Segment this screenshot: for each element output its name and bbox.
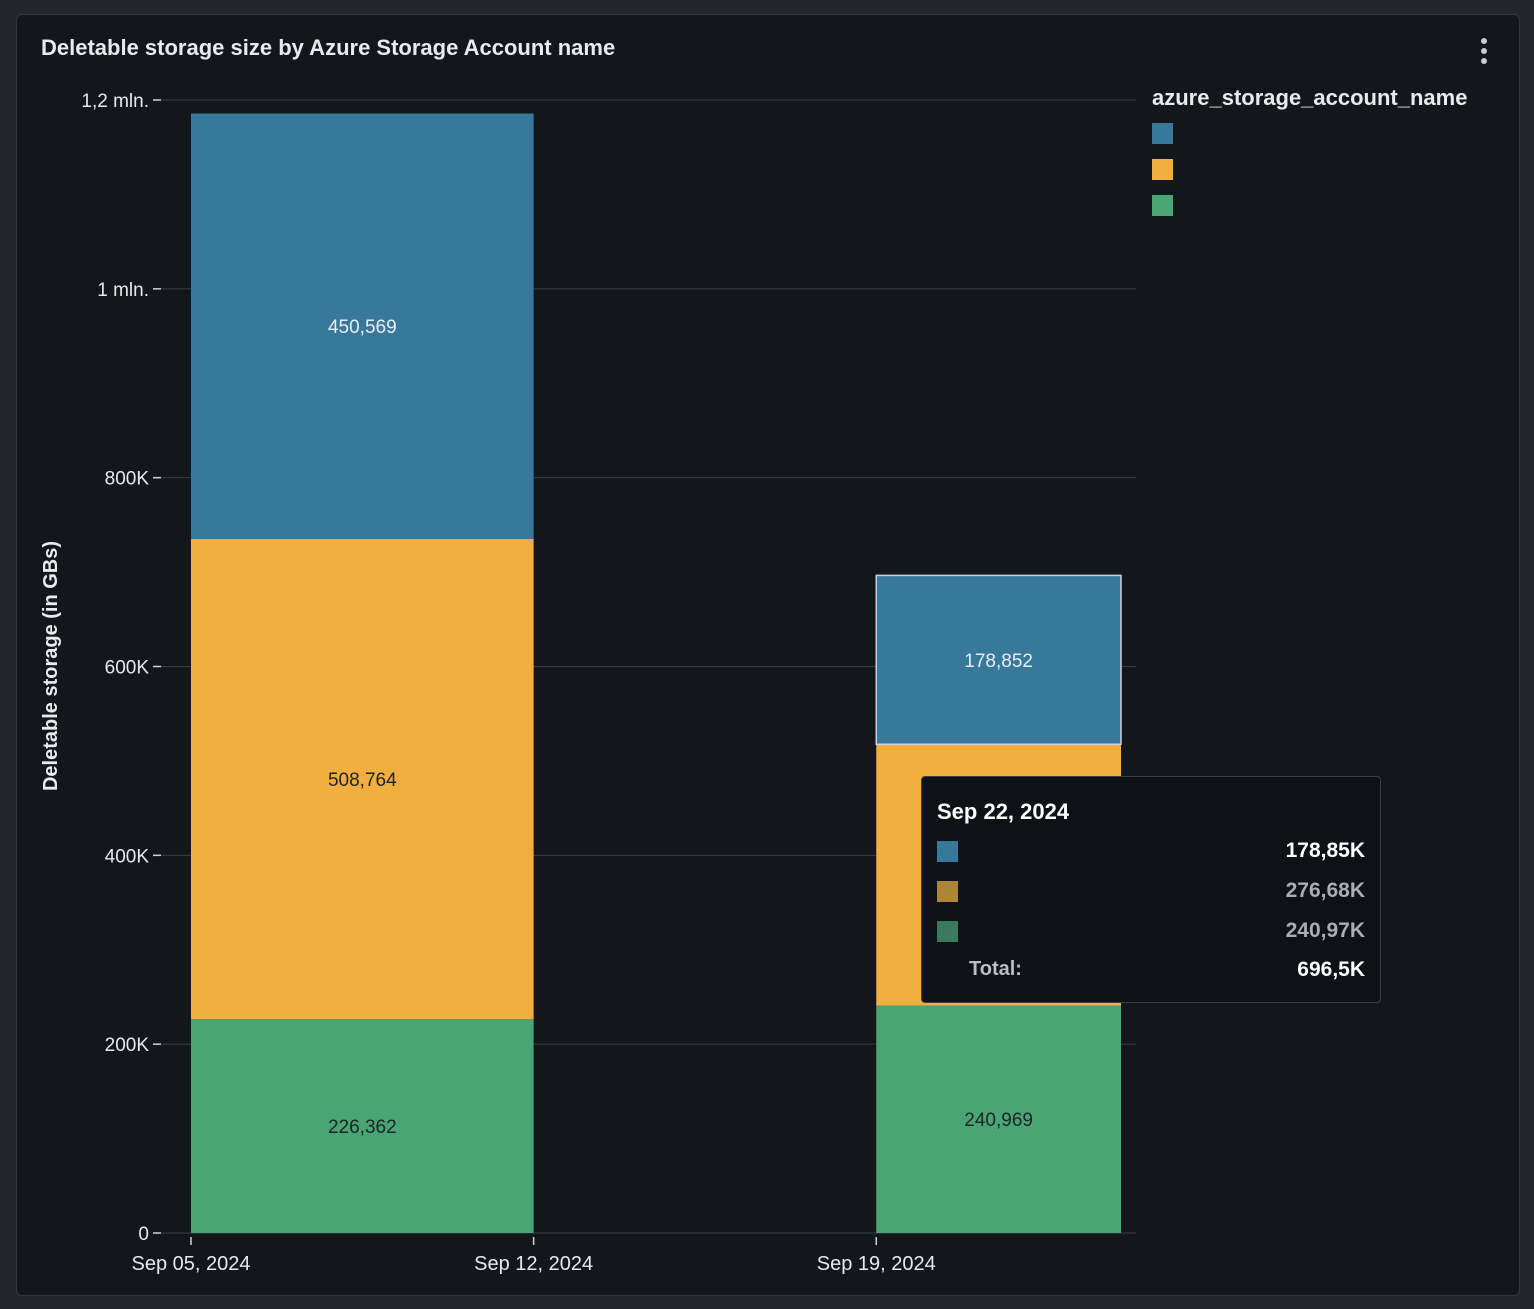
- hover-tooltip: Sep 22, 2024 178,85K 276,68K 240,97K Tot…: [921, 776, 1381, 1003]
- legend: azure_storage_account_name: [1152, 85, 1512, 231]
- legend-swatch-icon: [1152, 159, 1173, 180]
- y-tick-label: 400K: [105, 846, 150, 867]
- legend-title: azure_storage_account_name: [1152, 85, 1468, 110]
- tooltip-row: 240,97K: [937, 919, 1365, 943]
- bar-segment: [191, 538, 534, 1020]
- y-tick-label: 200K: [105, 1035, 150, 1056]
- tooltip-swatch-icon: [937, 881, 958, 902]
- bar-value-label: 226,362: [328, 1117, 397, 1138]
- tooltip-total-row: Total: 696,5K: [937, 958, 1365, 982]
- tooltip-value: 240,97K: [1285, 919, 1365, 942]
- tooltip-swatch-icon: [937, 841, 958, 862]
- bar-segment: [876, 1005, 1121, 1233]
- tooltip-row: 276,68K: [937, 879, 1365, 903]
- bar-value-label: 450,569: [328, 317, 397, 338]
- x-tick-label: Sep 19, 2024: [817, 1253, 936, 1275]
- bar-segment: [191, 1019, 534, 1233]
- y-tick-label: 600K: [105, 658, 150, 679]
- x-tick-label: Sep 05, 2024: [132, 1253, 251, 1275]
- tooltip-value: 178,85K: [1285, 839, 1365, 862]
- bar-segment: [875, 574, 1122, 746]
- stacked-bar-chart: 0 200K 400K 600K 800K 1 mln. 1,2 mln. Sep 05, 2…: [40, 91, 1136, 1275]
- legend-item[interactable]: [1152, 159, 1512, 195]
- bar-value-label: 178,852: [964, 651, 1033, 672]
- tooltip-total-label: Total:: [969, 958, 1022, 980]
- y-tick-label: 1,2 mln.: [81, 91, 149, 112]
- tooltip-swatch-icon: [937, 921, 958, 942]
- bar-segment: [191, 113, 534, 539]
- legend-swatch-icon: [1152, 123, 1173, 144]
- tooltip-row: 178,85K: [937, 839, 1365, 863]
- panel-title: Deletable storage size by Azure Storage …: [41, 35, 616, 60]
- bar-value-label: 240,969: [964, 1110, 1033, 1131]
- tooltip-value: 276,68K: [1285, 879, 1365, 902]
- y-tick-label: 800K: [105, 469, 150, 490]
- y-tick-label: 1 mln.: [97, 280, 149, 301]
- y-axis-title: Deletable storage (in GBs): [40, 541, 62, 791]
- legend-item[interactable]: [1152, 123, 1512, 159]
- kebab-menu-icon[interactable]: [1475, 36, 1493, 66]
- legend-swatch-icon: [1152, 195, 1173, 216]
- tooltip-total-value: 696,5K: [1297, 958, 1365, 981]
- y-tick-label: 0: [138, 1224, 149, 1245]
- x-tick-label: Sep 12, 2024: [474, 1253, 593, 1275]
- legend-item[interactable]: [1152, 195, 1512, 231]
- chart-panel: 0 200K 400K 600K 800K 1 mln. 1,2 mln. Sep 05, 2…: [16, 14, 1520, 1296]
- tooltip-date: Sep 22, 2024: [937, 799, 1070, 824]
- bar-value-label: 508,764: [328, 770, 397, 791]
